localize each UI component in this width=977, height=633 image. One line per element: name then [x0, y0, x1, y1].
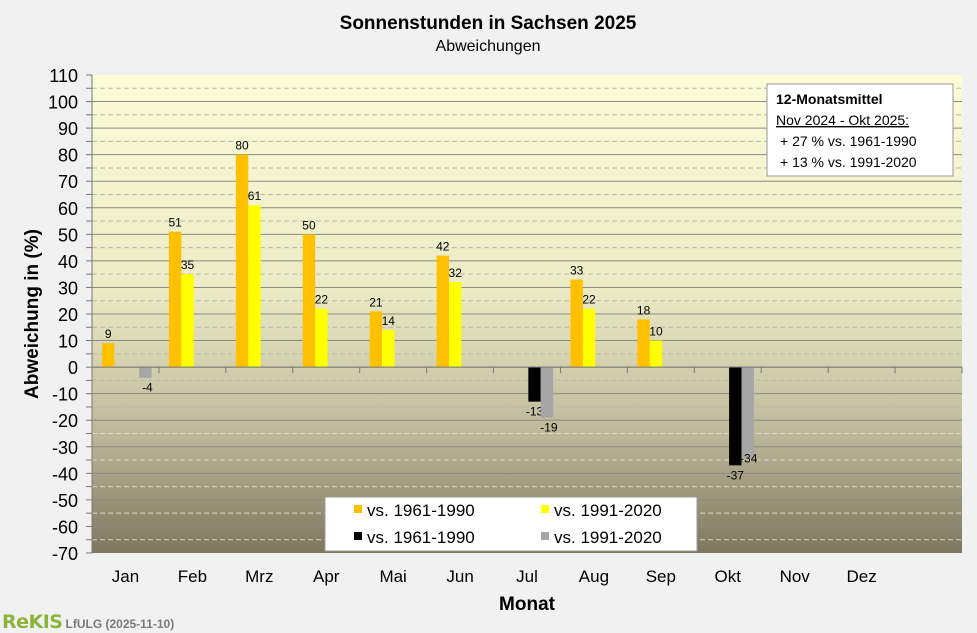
x-tick-label: Feb	[178, 567, 207, 586]
bar	[369, 311, 383, 368]
bar	[582, 308, 596, 368]
y-tick-label: 90	[58, 119, 78, 139]
legend-label: vs. 1991-2020	[554, 528, 662, 547]
data-label: 61	[248, 189, 262, 203]
data-label: 50	[302, 218, 316, 232]
chart-title: Sonnenstunden in Sachsen 2025	[340, 13, 637, 34]
bar	[102, 343, 115, 368]
y-tick-label: 20	[58, 305, 78, 325]
y-tick-label: -70	[52, 544, 78, 564]
annotation-period: Nov 2024 - Okt 2025:	[776, 112, 909, 128]
legend-label: vs. 1961-1990	[367, 501, 475, 520]
legend: vs. 1961-1990 vs. 1991-2020 vs. 1961-199…	[324, 496, 698, 552]
x-tick-label: Apr	[313, 567, 340, 586]
data-label: -13	[526, 405, 544, 419]
data-label: -34	[740, 451, 758, 465]
bar	[181, 274, 194, 368]
rekis-logo: ReKIS LfULG (2025-11-10)	[2, 611, 174, 633]
data-label: 51	[168, 216, 182, 230]
y-tick-label: -30	[52, 438, 78, 458]
legend-label: vs. 1991-2020	[554, 501, 662, 520]
y-tick-label: -60	[52, 517, 78, 537]
bar	[540, 367, 554, 418]
bar	[570, 279, 583, 368]
x-tick-label: Sep	[646, 567, 676, 586]
data-label: 22	[315, 293, 329, 307]
x-tick-label: Mrz	[245, 567, 273, 586]
chart-subtitle: Abweichungen	[436, 38, 541, 55]
y-tick-label: 70	[58, 172, 78, 192]
y-tick-label: -50	[52, 491, 78, 511]
y-tick-label: 50	[58, 225, 78, 245]
y-tick-label: -20	[52, 411, 78, 431]
data-label: 18	[637, 303, 651, 317]
y-tick-label: -10	[52, 385, 78, 405]
x-tick-label: Jun	[446, 567, 473, 586]
x-tick-label: Dez	[846, 567, 876, 586]
legend-swatch	[541, 505, 549, 513]
y-tick-label: 0	[68, 358, 78, 378]
y-tick-label: 100	[48, 93, 78, 113]
annotation-line: + 13 % vs. 1991-2020	[780, 154, 917, 170]
bar	[729, 367, 742, 466]
bar	[436, 255, 450, 368]
y-tick-label: 10	[58, 332, 78, 352]
legend-swatch	[354, 505, 362, 513]
data-label: 80	[235, 139, 249, 153]
y-tick-label: 60	[58, 199, 78, 219]
data-label: 32	[449, 266, 463, 280]
bar	[139, 367, 152, 378]
y-axis-label: Abweichung in (%)	[22, 229, 43, 399]
data-label: 22	[582, 293, 596, 307]
x-tick-label: Okt	[715, 567, 742, 586]
x-tick-label: Jan	[112, 567, 139, 586]
data-label: -4	[142, 381, 153, 395]
y-tick-label: 110	[49, 66, 78, 86]
data-label: 21	[369, 295, 383, 309]
y-tick-label: -40	[52, 464, 78, 484]
bar	[248, 205, 261, 368]
legend-label: vs. 1961-1990	[367, 528, 475, 547]
data-label: -19	[540, 421, 558, 435]
x-tick-label: Mai	[379, 567, 406, 586]
legend-swatch	[354, 532, 362, 540]
bar	[302, 234, 316, 368]
bar	[649, 340, 663, 368]
data-label: -37	[727, 468, 745, 482]
bar	[382, 329, 395, 368]
y-tick-label: 40	[58, 252, 78, 272]
data-label: 14	[382, 314, 396, 328]
data-label: 9	[105, 327, 112, 341]
logo-text: ReKIS	[2, 611, 63, 633]
annotation-title: 12-Monatsmittel	[776, 91, 883, 107]
bar	[637, 319, 650, 368]
source-text: LfULG (2025-11-10)	[65, 617, 175, 631]
bar	[235, 154, 249, 368]
legend-swatch	[541, 532, 549, 540]
x-tick-label: Jul	[516, 567, 538, 586]
bar	[315, 308, 328, 368]
bar	[168, 231, 182, 368]
y-tick-label: 80	[58, 146, 78, 166]
bar	[741, 367, 754, 458]
bar	[528, 367, 541, 402]
data-label: 33	[570, 263, 584, 277]
data-label: 42	[436, 240, 450, 254]
x-tick-label: Aug	[579, 567, 609, 586]
x-axis-label: Monat	[499, 594, 556, 615]
data-label: 35	[181, 258, 195, 272]
bar	[449, 282, 462, 368]
x-tick-label: Nov	[780, 567, 811, 586]
data-label: 10	[649, 325, 663, 339]
annotation-box: 12-Monatsmittel Nov 2024 - Okt 2025: + 2…	[766, 83, 954, 177]
annotation-line: + 27 % vs. 1961-1990	[780, 133, 917, 149]
y-tick-label: 30	[58, 278, 78, 298]
